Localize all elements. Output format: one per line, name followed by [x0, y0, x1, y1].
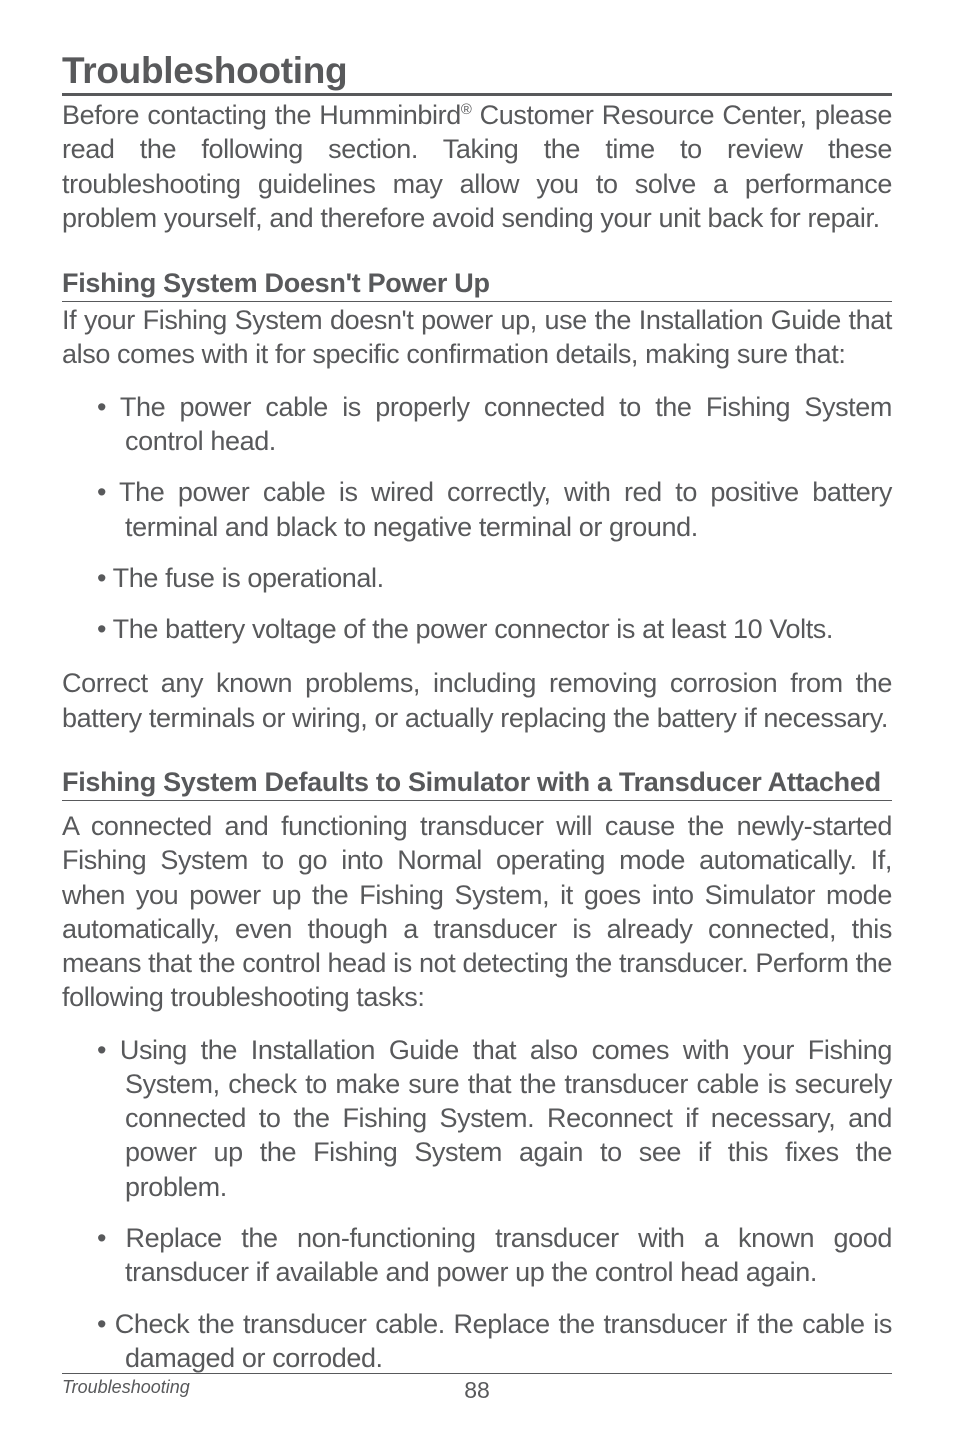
footer-page-number: 88 — [464, 1377, 490, 1404]
registered-mark: ® — [461, 102, 472, 118]
list-item: The battery voltage of the power connect… — [62, 612, 892, 646]
page-footer: Troubleshooting 88 — [62, 1373, 892, 1398]
intro-paragraph: Before contacting the Humminbird® Custom… — [62, 98, 892, 235]
section1-heading: Fishing System Doesn't Power Up — [62, 268, 892, 302]
list-item: Check the transducer cable. Replace the … — [62, 1307, 892, 1376]
section2-heading: Fishing System Defaults to Simulator wit… — [62, 767, 892, 801]
section1-intro: If your Fishing System doesn't power up,… — [62, 303, 892, 372]
footer-section-label: Troubleshooting — [62, 1377, 190, 1398]
section2-list: Using the Installation Guide that also c… — [62, 1033, 892, 1376]
list-item: Using the Installation Guide that also c… — [62, 1033, 892, 1204]
section1-list: The power cable is properly connected to… — [62, 390, 892, 647]
intro-text-a: Before contacting the Humminbird — [62, 100, 461, 130]
page-title: Troubleshooting — [62, 50, 892, 96]
list-item: Replace the non-functioning transducer w… — [62, 1221, 892, 1290]
list-item: The power cable is wired correctly, with… — [62, 475, 892, 544]
list-item: The power cable is properly connected to… — [62, 390, 892, 459]
section2-intro: A connected and functioning transducer w… — [62, 809, 892, 1015]
section1-closing: Correct any known problems, including re… — [62, 666, 892, 735]
list-item: The fuse is operational. — [62, 561, 892, 595]
